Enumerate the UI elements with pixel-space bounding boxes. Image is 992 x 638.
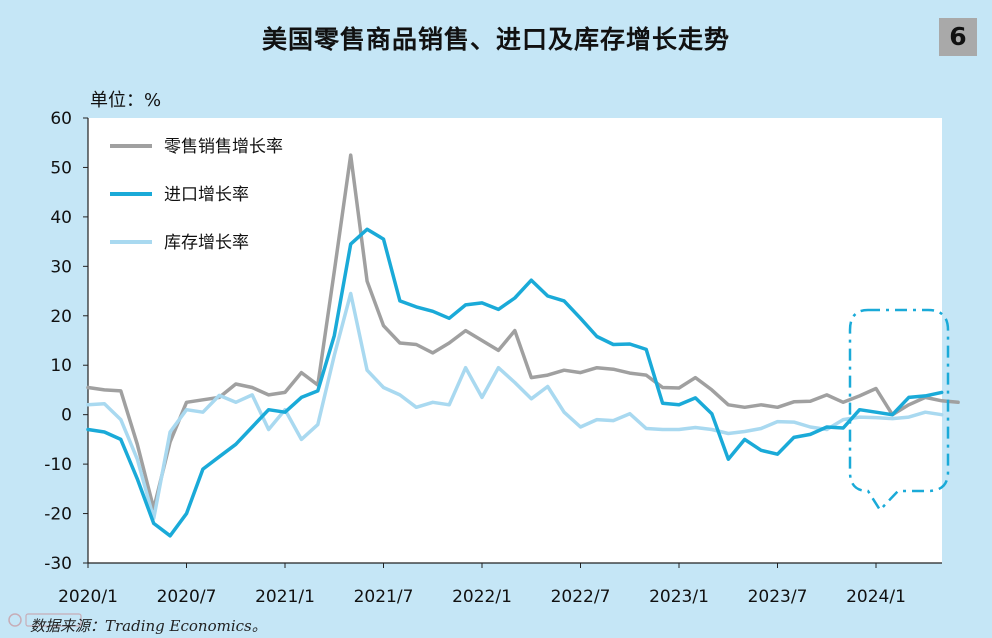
y-tick-label: -30 [44, 554, 72, 574]
y-tick-label: 30 [50, 257, 72, 277]
x-tick-label: 2021/1 [255, 587, 315, 607]
series-layer [86, 153, 960, 538]
y-tick-label: -20 [44, 505, 72, 525]
y-tick-label: 50 [50, 158, 72, 178]
watermark-logo [8, 613, 82, 627]
x-tick-label: 2023/7 [748, 587, 808, 607]
legend-entry-imports: 进口增长率 [164, 185, 249, 205]
legend-entry-inventory: 库存增长率 [164, 233, 249, 253]
source-note: 数据来源：Trading Economics。 [30, 617, 267, 635]
x-tick-label: 2022/7 [551, 587, 611, 607]
y-axis-unit-label: 单位：% [90, 90, 162, 111]
y-tick-label: 40 [50, 208, 72, 228]
chart-title: 美国零售商品销售、进口及库存增长走势 [261, 25, 730, 54]
y-tick-label: -10 [44, 455, 72, 475]
y-tick-label: 0 [61, 406, 72, 426]
x-tick-label: 2023/1 [649, 587, 709, 607]
y-tick-label: 60 [50, 109, 72, 129]
plot-area [88, 118, 942, 563]
x-tick-label: 2021/7 [354, 587, 414, 607]
x-tick-label: 2020/1 [58, 587, 118, 607]
series-line-inventory [86, 291, 944, 521]
y-axis-ticks: -30 -20 -10 0 10 20 30 40 50 60 [44, 109, 88, 574]
x-axis-ticks: 2020/1 2020/7 2021/1 2021/7 2022/1 2022/7 2023… [58, 563, 906, 607]
y-tick-label: 10 [50, 356, 72, 376]
x-tick-label: 2022/1 [452, 587, 512, 607]
series-line-retail [86, 153, 960, 511]
y-tick-label: 20 [50, 307, 72, 327]
figure-number-badge: 6 [939, 18, 977, 56]
x-tick-label: 2020/7 [157, 587, 217, 607]
x-tick-label: 2024/1 [846, 587, 906, 607]
series-line-imports [86, 227, 944, 538]
legend-entry-retail: 零售销售增长率 [164, 137, 283, 157]
highlight-callout [848, 308, 950, 513]
